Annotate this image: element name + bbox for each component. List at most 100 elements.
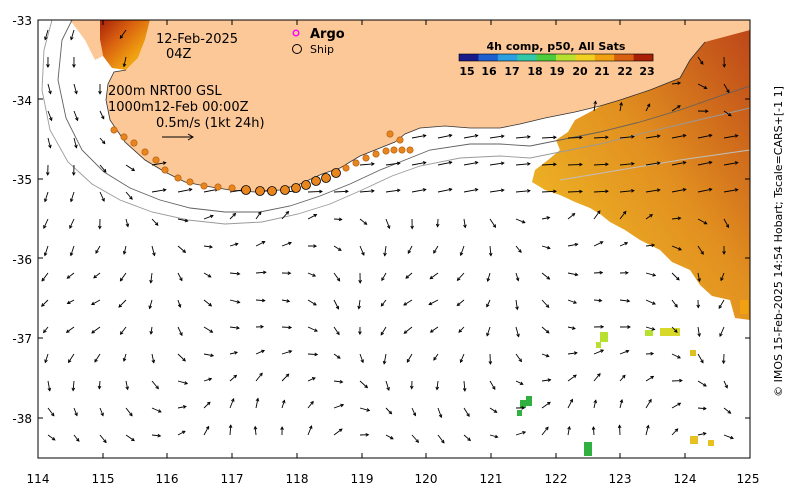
velocity-arrowhead xyxy=(546,276,551,280)
ship-track-point xyxy=(372,150,380,158)
velocity-arrow xyxy=(645,162,660,166)
velocity-arrow xyxy=(515,272,519,281)
velocity-arrowhead xyxy=(598,298,603,303)
velocity-arrow xyxy=(229,398,235,409)
velocity-arrow xyxy=(645,376,654,382)
argo-marker-icon xyxy=(292,29,300,37)
velocity-arrowhead xyxy=(66,275,71,279)
velocity-arrowhead xyxy=(75,438,80,442)
velocity-arrowhead xyxy=(125,223,130,228)
velocity-arrowhead xyxy=(41,303,45,307)
velocity-arrow xyxy=(489,245,492,256)
velocity-arrowhead xyxy=(43,252,48,257)
velocity-arrow xyxy=(151,189,166,193)
coastline xyxy=(105,41,706,193)
velocity-arrowhead xyxy=(422,134,427,138)
velocity-arrowhead xyxy=(730,435,734,440)
velocity-arrowhead xyxy=(703,383,707,387)
velocity-arrowhead xyxy=(288,325,293,330)
velocity-arrowhead xyxy=(467,437,472,442)
velocity-arrowhead xyxy=(47,387,52,392)
velocity-arrow xyxy=(281,350,292,355)
velocity-arrow xyxy=(515,326,520,337)
velocity-arrowhead xyxy=(412,412,417,417)
velocity-arrow xyxy=(428,299,439,305)
y-tick-label: -34 xyxy=(12,94,32,108)
velocity-arrowhead xyxy=(259,372,263,377)
velocity-arrowhead xyxy=(596,210,601,215)
velocity-arrowhead xyxy=(722,251,726,255)
velocity-arrowhead xyxy=(91,330,95,334)
velocity-arrow xyxy=(229,326,240,329)
velocity-arrow xyxy=(720,272,725,281)
velocity-arrow xyxy=(359,407,370,411)
velocity-arrowhead xyxy=(703,85,708,89)
velocity-arrowhead xyxy=(308,425,313,430)
velocity-arrow xyxy=(47,380,51,391)
velocity-arrowhead xyxy=(677,105,681,109)
velocity-arrow xyxy=(69,218,75,229)
velocity-arrowhead xyxy=(45,172,50,176)
velocity-arrowhead xyxy=(516,333,520,338)
velocity-arrow xyxy=(177,430,186,436)
velocity-arrow xyxy=(384,245,387,256)
velocity-arrowhead xyxy=(312,273,317,277)
velocity-arrow xyxy=(47,407,55,417)
velocity-arrowhead xyxy=(579,162,583,167)
velocity-arrow xyxy=(403,299,413,306)
velocity-arrow xyxy=(411,162,426,166)
velocity-arrow xyxy=(515,190,530,193)
velocity-arrow xyxy=(66,326,75,333)
velocity-arrowhead xyxy=(697,333,701,338)
x-tick-label: 118 xyxy=(286,472,309,486)
velocity-arrowhead xyxy=(69,252,74,257)
velocity-arrow xyxy=(67,272,75,279)
velocity-arrow xyxy=(151,434,161,437)
velocity-arrowhead xyxy=(396,161,401,166)
velocity-arrow xyxy=(307,272,316,277)
velocity-arrowhead xyxy=(474,188,479,192)
velocity-arrow xyxy=(515,431,526,436)
velocity-arrowhead xyxy=(515,306,519,311)
velocity-arrow xyxy=(567,352,577,355)
velocity-arrowhead xyxy=(656,134,661,139)
velocity-arrowhead xyxy=(70,36,74,41)
velocity-arrow xyxy=(120,272,127,282)
velocity-arrow xyxy=(593,349,604,355)
velocity-arrow xyxy=(567,243,578,247)
velocity-arrowhead xyxy=(182,405,187,409)
ship-track-point xyxy=(174,174,182,182)
velocity-arrow xyxy=(70,191,75,202)
velocity-arrowhead xyxy=(527,189,531,193)
colorbar-swatch xyxy=(556,54,576,61)
velocity-arrowhead xyxy=(456,277,461,282)
velocity-arrow xyxy=(385,162,400,166)
velocity-arrow xyxy=(671,105,681,112)
velocity-arrow xyxy=(645,244,655,247)
velocity-arrow xyxy=(671,188,686,193)
velocity-arrowhead xyxy=(90,301,95,306)
velocity-arrowhead xyxy=(624,242,629,246)
velocity-arrowhead xyxy=(708,133,713,138)
velocity-arrowhead xyxy=(69,198,74,203)
velocity-arrowhead xyxy=(574,272,579,277)
velocity-arrowhead xyxy=(682,161,687,165)
sst-layer xyxy=(100,20,750,456)
velocity-arrow xyxy=(645,326,655,331)
velocity-arrowhead xyxy=(650,351,655,356)
velocity-arrowhead xyxy=(66,300,71,305)
y-tick-label: -38 xyxy=(12,412,32,426)
colorbar-tick: 18 xyxy=(527,65,542,78)
velocity-arrow xyxy=(567,213,575,220)
velocity-arrow xyxy=(671,134,686,139)
velocity-arrowhead xyxy=(486,278,491,282)
velocity-arrowhead xyxy=(154,222,159,226)
velocity-arrowhead xyxy=(119,331,124,335)
velocity-arrow xyxy=(281,400,285,409)
velocity-arrowhead xyxy=(718,305,722,309)
sst-patch-west xyxy=(100,20,150,70)
velocity-arrow xyxy=(118,299,127,308)
velocity-arrowhead xyxy=(94,358,98,363)
velocity-arrow xyxy=(47,434,56,441)
velocity-arrow xyxy=(719,326,725,337)
